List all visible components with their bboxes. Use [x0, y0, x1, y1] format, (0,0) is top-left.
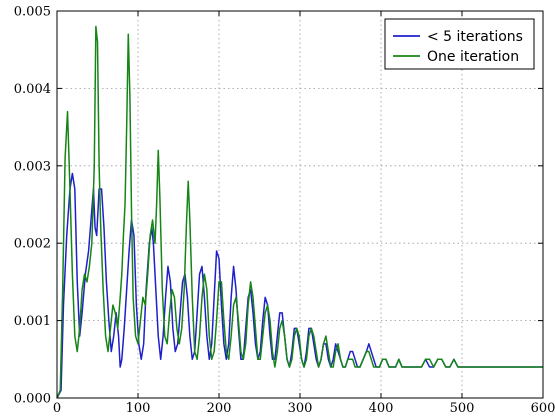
- x-tick-label: 300: [288, 401, 313, 414]
- x-tick-label: 0: [53, 401, 61, 414]
- y-tick-label: 0.001: [14, 314, 51, 329]
- series-layer: [56, 25, 543, 399]
- series-line-2: [56, 25, 543, 399]
- y-tick-label: 0.003: [14, 159, 51, 174]
- axes-layer: 0 100 200 300 400 500 600 0.000 0.001 0.002 0.003 0…: [14, 5, 555, 417]
- y-tick-label: 0.002: [14, 237, 51, 252]
- y-tick-label: 0.000: [14, 392, 51, 407]
- x-tick-label: 500: [450, 401, 475, 414]
- legend-box: [384, 18, 535, 70]
- x-tick-label: 100: [126, 401, 151, 414]
- legend-label-2: One iteration: [427, 49, 519, 65]
- legend-label-1: < 5 iterations: [427, 29, 523, 45]
- y-tick-label: 0.004: [14, 82, 51, 97]
- x-tick-label: 400: [369, 401, 394, 414]
- legend: < 5 iterations One iteration: [384, 18, 535, 70]
- grid-layer: [57, 11, 543, 398]
- x-tick-label: 600: [531, 401, 555, 414]
- y-tick-label: 0.005: [14, 5, 51, 20]
- x-tick-label: 200: [207, 401, 232, 414]
